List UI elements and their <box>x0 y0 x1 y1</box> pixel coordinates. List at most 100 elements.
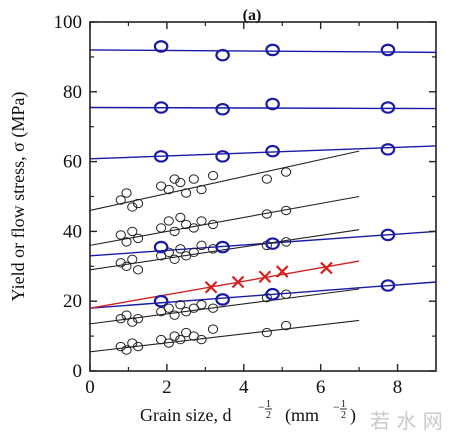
blue-data-point <box>380 43 396 57</box>
black-data-point <box>280 205 292 216</box>
black-data-point <box>207 170 219 181</box>
black-data-point <box>175 299 186 310</box>
black-data-point <box>196 334 207 345</box>
black-data-point <box>175 177 186 188</box>
blue-data-point <box>265 287 280 301</box>
black-data-point <box>207 219 219 230</box>
black-data-point <box>175 334 186 345</box>
blue-fit-line <box>89 145 437 160</box>
red-cross-point <box>204 280 218 294</box>
watermark-text: 若 水 网 <box>370 409 443 433</box>
red-cross-point <box>258 270 272 284</box>
red-cross-point <box>320 261 333 275</box>
black-data-point <box>188 247 199 258</box>
x-tick-label: 8 <box>393 377 403 398</box>
blue-data-point <box>380 279 396 292</box>
black-data-point <box>207 303 219 313</box>
black-data-point <box>175 212 186 223</box>
x-axis-label-exponent-sign: − <box>258 400 265 414</box>
x-axis-label-main: Grain size, d <box>140 405 231 425</box>
red-cross-point <box>275 265 289 278</box>
x-axis-label-unit-exponent-sign: − <box>333 400 340 414</box>
black-data-point <box>127 202 138 212</box>
blue-data-point <box>215 240 230 254</box>
black-data-point <box>127 338 138 348</box>
x-tick-label: 0 <box>85 377 95 398</box>
black-data-point <box>175 244 186 254</box>
black-data-point <box>169 331 180 341</box>
black-data-point <box>188 223 199 233</box>
blue-data-point <box>380 143 396 156</box>
black-data-point <box>163 338 174 348</box>
black-data-point <box>169 254 180 265</box>
black-data-point <box>280 320 292 331</box>
blue-data-point <box>153 40 169 53</box>
black-data-point <box>207 324 219 334</box>
black-data-point <box>121 237 132 247</box>
blue-data-point <box>265 237 280 250</box>
blue-data-point <box>265 43 280 57</box>
blue-data-point <box>215 293 230 306</box>
plot-frame <box>89 21 437 372</box>
blue-fit-line <box>89 49 437 54</box>
x-ticks: 0 2 4 6 8 <box>85 22 402 398</box>
black-data-point <box>188 174 199 184</box>
black-data-point <box>121 345 132 355</box>
y-tick-label: 80 <box>63 82 82 103</box>
black-data-point <box>121 261 132 271</box>
blue-data-point <box>265 97 280 111</box>
red-points <box>204 261 333 294</box>
x-tick-label: 2 <box>162 377 172 398</box>
black-data-point <box>261 174 272 184</box>
blue-data-point <box>265 144 280 158</box>
black-data-point <box>127 254 138 265</box>
black-data-point <box>115 230 126 240</box>
x-axis-label-exponent-numerator: 1 <box>266 399 271 410</box>
y-tick-label: 60 <box>63 152 82 173</box>
black-data-point <box>115 341 126 352</box>
black-data-point <box>169 226 180 237</box>
black-data-point <box>121 310 132 320</box>
black-fit-line <box>89 195 360 246</box>
blue-fit-line <box>89 106 437 110</box>
blue-data-point <box>380 101 396 114</box>
black-data-point <box>132 313 144 324</box>
black-data-point <box>163 303 174 313</box>
black-data-point <box>181 188 192 198</box>
black-data-point <box>196 216 207 226</box>
black-data-point <box>261 209 272 219</box>
black-data-point <box>196 299 207 310</box>
black-data-point <box>132 198 144 209</box>
x-tick-label: 6 <box>316 377 326 398</box>
red-cross-point <box>231 275 245 289</box>
black-data-point <box>121 188 132 198</box>
y-ticks: 0 20 40 60 80 100 <box>54 12 436 382</box>
x-axis-label-unit-exponent-numerator: 1 <box>341 399 346 410</box>
black-data-point <box>115 195 126 205</box>
black-data-point <box>280 237 292 247</box>
black-data-point <box>132 341 144 352</box>
blue-data-point <box>153 240 169 254</box>
black-data-point <box>280 167 292 177</box>
black-data-point <box>169 310 180 320</box>
y-tick-label: 100 <box>54 12 83 33</box>
x-axis-label-unit-close: ) <box>350 405 356 426</box>
black-data-point <box>127 317 138 327</box>
x-tick-label: 4 <box>239 377 249 398</box>
black-points <box>115 167 292 355</box>
black-data-point <box>132 265 144 275</box>
blue-points <box>153 40 396 308</box>
blue-data-point <box>215 102 230 116</box>
black-data-point <box>163 216 174 226</box>
x-axis-label-exponent-denominator: 2 <box>266 410 271 421</box>
y-tick-label: 20 <box>63 291 82 312</box>
blue-data-point <box>215 48 230 62</box>
black-data-point <box>132 233 144 244</box>
blue-data-point <box>153 101 169 114</box>
black-data-point <box>115 258 126 268</box>
black-data-point <box>196 240 207 251</box>
black-data-point <box>261 327 272 338</box>
black-fit-line <box>89 150 360 211</box>
blue-data-point <box>380 228 396 242</box>
